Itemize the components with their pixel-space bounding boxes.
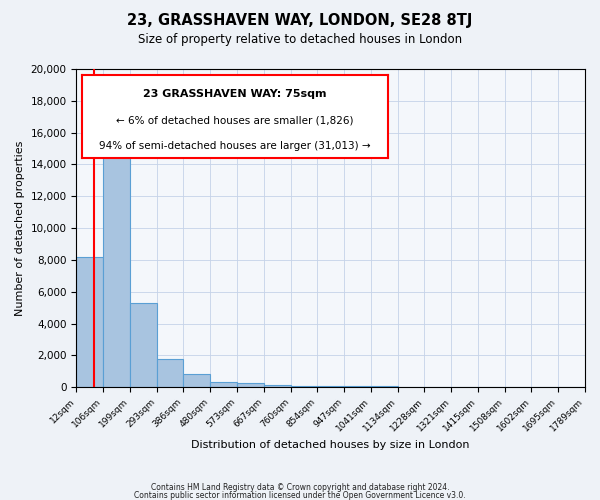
Bar [157,358,184,387]
Bar [130,303,157,387]
Text: Contains public sector information licensed under the Open Government Licence v3: Contains public sector information licen… [134,492,466,500]
Bar [264,385,290,387]
Bar [184,374,210,387]
Bar [103,123,130,387]
Bar [290,386,317,387]
Bar [237,383,264,387]
Bar [371,386,398,387]
X-axis label: Distribution of detached houses by size in London: Distribution of detached houses by size … [191,440,470,450]
Bar [76,256,103,387]
Bar [210,382,237,387]
Text: 23 GRASSHAVEN WAY: 75sqm: 23 GRASSHAVEN WAY: 75sqm [143,88,327,99]
Text: 23, GRASSHAVEN WAY, LONDON, SE28 8TJ: 23, GRASSHAVEN WAY, LONDON, SE28 8TJ [127,12,473,28]
Text: ← 6% of detached houses are smaller (1,826): ← 6% of detached houses are smaller (1,8… [116,116,354,126]
Text: Size of property relative to detached houses in London: Size of property relative to detached ho… [138,32,462,46]
Y-axis label: Number of detached properties: Number of detached properties [15,140,25,316]
Bar [398,386,424,387]
Bar [317,386,344,387]
Text: Contains HM Land Registry data © Crown copyright and database right 2024.: Contains HM Land Registry data © Crown c… [151,483,449,492]
Text: 94% of semi-detached houses are larger (31,013) →: 94% of semi-detached houses are larger (… [99,140,371,150]
Bar [344,386,371,387]
